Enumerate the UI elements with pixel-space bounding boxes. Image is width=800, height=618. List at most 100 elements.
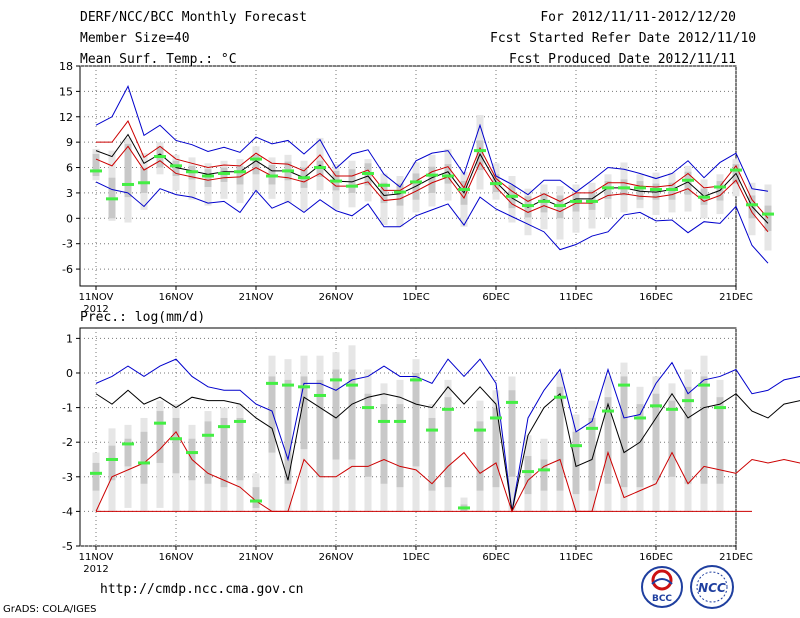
x-year-label: 2012: [83, 564, 108, 575]
y-tick-label: -6: [62, 263, 73, 276]
box: [204, 169, 212, 187]
box: [140, 167, 148, 193]
x-tick-label: 21DEC: [719, 552, 753, 563]
x-tick-label: 6DEC: [482, 552, 509, 563]
box: [108, 445, 116, 481]
box: [556, 386, 564, 491]
y-tick-label: -5: [62, 540, 73, 553]
median-marker: [218, 171, 230, 175]
header-right: For 2012/11/11-2012/12/20 Fcst Started R…: [490, 10, 757, 73]
series-line-min: [95, 430, 800, 513]
median-marker: [714, 185, 726, 189]
box: [428, 166, 436, 193]
ncc-logo: NCC: [690, 565, 734, 609]
box: [348, 369, 356, 460]
median-marker: [522, 470, 534, 474]
whisker-bar: [124, 424, 132, 508]
median-marker: [458, 506, 470, 510]
y-tick-label: -3: [62, 471, 73, 484]
box: [332, 369, 340, 460]
median-marker: [506, 400, 518, 404]
series-line-upper: [96, 120, 769, 219]
box: [684, 386, 692, 484]
box: [124, 143, 132, 198]
y-tick-label: 3: [66, 187, 73, 200]
box: [252, 487, 260, 508]
fcst-start-date: Fcst Started Refer Date 2012/11/10: [490, 31, 757, 46]
median-marker: [282, 169, 294, 173]
y-tick-label: 0: [66, 367, 73, 380]
median-marker: [570, 199, 582, 203]
y-tick-label: 18: [59, 60, 73, 73]
x-tick-label: 16NOV: [159, 292, 194, 303]
x-tick-label: 11NOV: [79, 552, 114, 563]
precip-title: Prec.: log(mm/d): [80, 310, 206, 325]
box: [508, 390, 516, 477]
median-marker: [570, 444, 582, 448]
box: [540, 459, 548, 491]
forecast-period: For 2012/11/11-2012/12/20: [540, 10, 736, 25]
median-marker: [554, 395, 566, 399]
median-marker: [186, 170, 198, 174]
x-tick-label: 11DEC: [559, 292, 593, 303]
series-line-max: [95, 358, 800, 512]
x-tick-label: 1DEC: [402, 552, 429, 563]
median-marker: [426, 173, 438, 177]
box: [476, 421, 484, 491]
median-marker: [138, 181, 150, 185]
ncc-logo-text: NCC: [698, 581, 726, 595]
box: [636, 181, 644, 200]
box: [348, 169, 356, 193]
box: [236, 165, 244, 185]
median-marker: [426, 428, 438, 432]
median-marker: [170, 164, 182, 168]
median-marker: [250, 157, 262, 161]
box: [204, 421, 212, 484]
box: [156, 411, 164, 463]
x-tick-label: 21NOV: [239, 292, 274, 303]
y-tick-label: 15: [59, 85, 73, 98]
median-marker: [378, 419, 390, 423]
median-marker: [138, 461, 150, 465]
median-marker: [330, 179, 342, 183]
median-marker: [442, 174, 454, 178]
box: [364, 393, 372, 477]
y-tick-label: 9: [66, 136, 73, 149]
series-line-max: [95, 85, 769, 196]
median-marker: [202, 433, 214, 437]
median-marker: [650, 188, 662, 192]
y-tick-label: -4: [62, 505, 73, 518]
median-marker: [362, 406, 374, 410]
median-marker: [474, 428, 486, 432]
median-marker: [154, 155, 166, 159]
box: [444, 164, 452, 184]
median-marker: [394, 419, 406, 423]
box: [172, 417, 180, 474]
box: [524, 456, 532, 495]
x-tick-label: 11NOV: [79, 292, 114, 303]
logos: BCC NCC: [641, 565, 734, 609]
box: [652, 393, 660, 481]
box: [300, 376, 308, 450]
box: [172, 160, 180, 176]
median-marker: [186, 451, 198, 455]
median-marker: [314, 166, 326, 170]
median-marker: [490, 182, 502, 186]
x-tick-label: 11DEC: [559, 552, 593, 563]
median-marker: [298, 176, 310, 180]
median-marker: [602, 186, 614, 190]
median-marker: [394, 190, 406, 194]
box: [604, 181, 612, 199]
x-tick-label: 1DEC: [402, 292, 429, 303]
box: [412, 372, 420, 467]
median-marker: [618, 186, 630, 190]
y-tick-label: 1: [66, 332, 73, 345]
box: [700, 376, 708, 484]
median-marker: [218, 425, 230, 429]
series-line-mean: [95, 386, 800, 512]
x-tick-label: 21NOV: [239, 552, 274, 563]
median-marker: [602, 409, 614, 413]
box: [268, 376, 276, 453]
box: [428, 417, 436, 491]
